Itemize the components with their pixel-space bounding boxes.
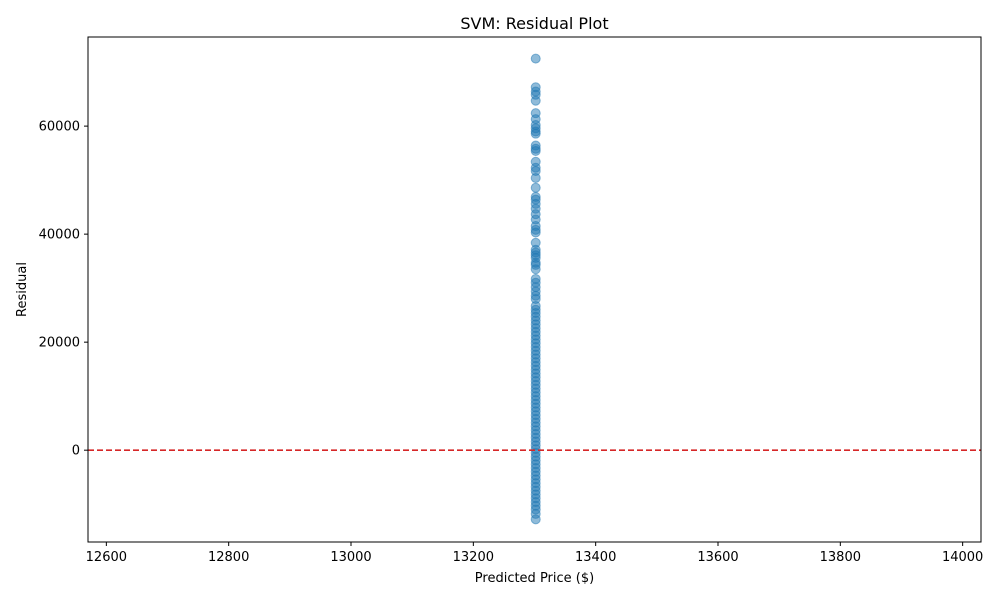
y-tick-label: 0 <box>72 444 80 459</box>
x-tick-label: 13400 <box>575 550 616 565</box>
y-tick-label: 20000 <box>39 336 80 351</box>
x-tick-label: 12600 <box>86 550 127 565</box>
data-point <box>530 227 541 238</box>
data-point <box>530 514 541 525</box>
y-axis-label: Residual <box>15 262 30 317</box>
y-tick-label: 40000 <box>39 228 80 243</box>
y-tick-label: 60000 <box>39 120 80 135</box>
chart-title: SVM: Residual Plot <box>460 14 608 33</box>
x-axis-label: Predicted Price ($) <box>475 571 594 586</box>
data-point <box>530 264 541 275</box>
x-tick-label: 13600 <box>697 550 738 565</box>
data-point <box>530 128 541 139</box>
points-layer <box>530 53 541 525</box>
plot-area-frame <box>87 36 982 543</box>
x-tick-label: 13000 <box>330 550 371 565</box>
data-point <box>530 53 541 64</box>
x-tick-label: 12800 <box>208 550 249 565</box>
data-point <box>530 172 541 183</box>
x-axis-ticks: 12600 12800 13000 13200 13400 13600 13800 14000 <box>86 542 983 565</box>
x-tick-label: 13800 <box>820 550 861 565</box>
data-point <box>530 95 541 106</box>
data-point <box>530 145 541 156</box>
x-tick-label: 13200 <box>453 550 494 565</box>
x-tick-label: 14000 <box>942 550 983 565</box>
data-point <box>530 182 541 193</box>
y-axis-ticks: 0 20000 40000 60000 <box>39 120 88 459</box>
